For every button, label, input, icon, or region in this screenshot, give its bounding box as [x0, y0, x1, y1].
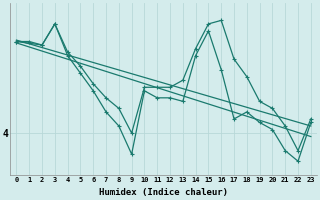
X-axis label: Humidex (Indice chaleur): Humidex (Indice chaleur) — [99, 188, 228, 197]
